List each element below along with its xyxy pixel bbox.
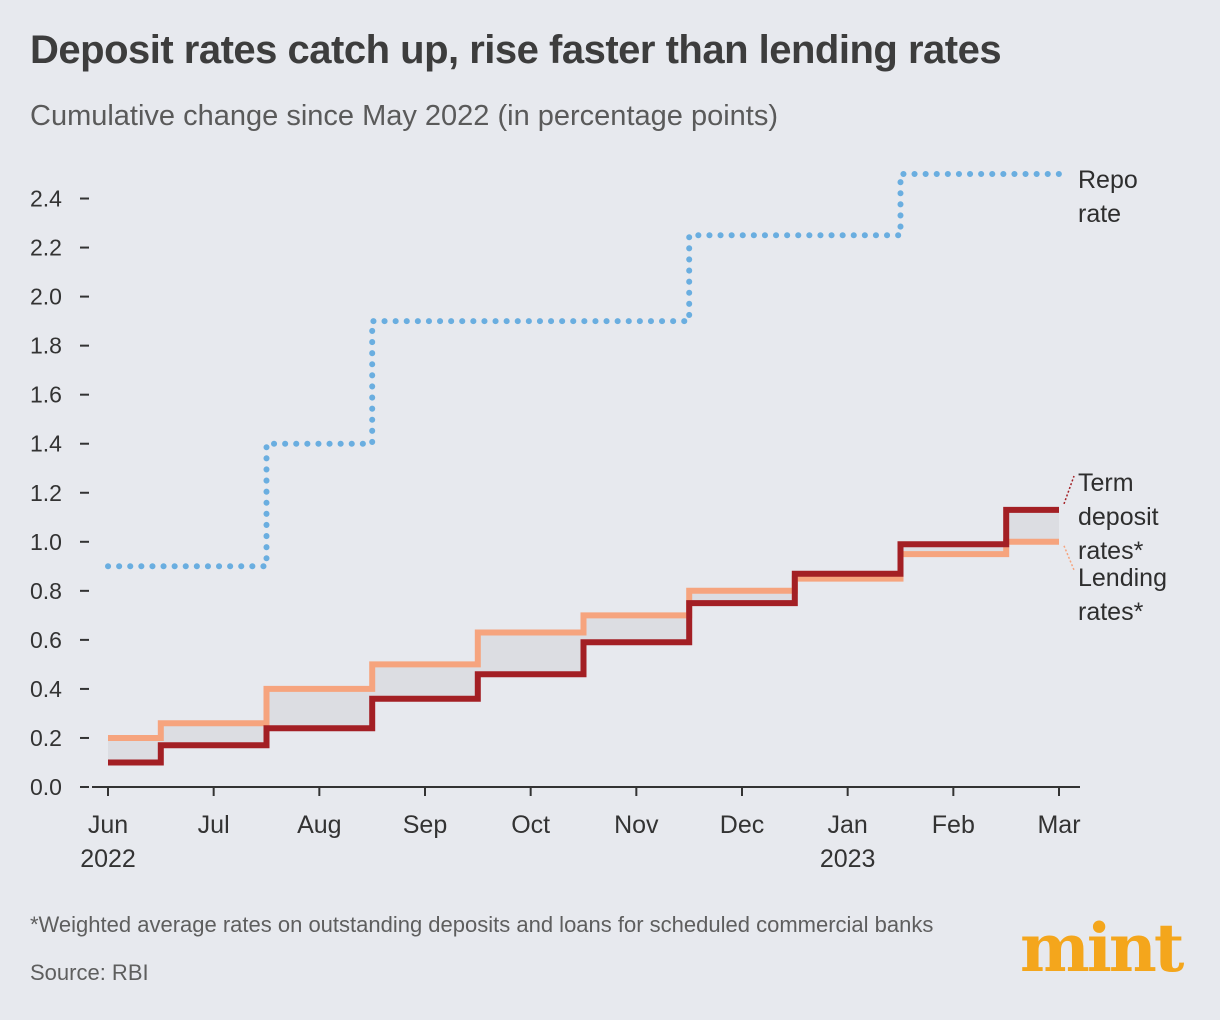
x-tick-label: Feb	[932, 811, 975, 839]
x-tick-label: Jul	[198, 811, 230, 839]
term-deposit-rates-line	[108, 506, 1059, 766]
x-tick-label: Dec	[720, 811, 764, 839]
series-labels: Repo rate Lending rates*Term deposit rates*	[1063, 166, 1167, 626]
chart-title: Deposit rates catch up, rise faster than…	[30, 28, 1002, 72]
x-tick-label: Jan	[828, 811, 868, 839]
gap-shading	[108, 509, 1059, 763]
repo-rate-label: Repo rate	[1078, 166, 1138, 228]
footnote: *Weighted average rates on outstanding d…	[30, 912, 934, 937]
x-tick-label: Sep	[403, 811, 447, 839]
series-lines	[105, 171, 1062, 766]
mint-logo: mint	[1020, 909, 1184, 987]
y-tick-label: 1.0	[30, 529, 62, 555]
step-line-chart: 0.0 0.2 0.4 0.6 0.8 1.0 1.2 1.4 1.6 1.8 2.0 2.2 2.4 J…	[30, 166, 1167, 873]
shaded-gap-area	[108, 509, 1059, 763]
x-tick-label: Oct	[511, 811, 550, 839]
lending-leader-line	[1063, 545, 1075, 571]
axes: 0.0 0.2 0.4 0.6 0.8 1.0 1.2 1.4 1.6 1.8 2.0 2.2 2.4 J…	[30, 186, 1081, 873]
repo-rate-line	[105, 171, 1062, 570]
y-tick-label: 0.0	[30, 774, 62, 800]
x-tick-label: Nov	[614, 811, 659, 839]
y-tick-label: 1.6	[30, 382, 62, 408]
y-tick-label: 0.4	[30, 676, 62, 702]
x-tick-label: Mar	[1037, 811, 1080, 839]
y-tick-label: 0.8	[30, 578, 62, 604]
x-tick-label: Aug	[297, 811, 341, 839]
x-tick-label: 2023	[820, 845, 876, 873]
y-tick-label: 1.2	[30, 480, 62, 506]
y-tick-label: 2.0	[30, 284, 62, 310]
y-tick-label: 0.6	[30, 627, 62, 653]
lending-rates-label: Lending rates*	[1078, 564, 1167, 626]
y-tick-label: 2.2	[30, 235, 62, 261]
term-deposit-rates-label: Term deposit rates*	[1078, 469, 1159, 565]
y-tick-label: 0.2	[30, 725, 62, 751]
chart-subtitle: Cumulative change since May 2022 (in per…	[30, 100, 778, 132]
y-tick-label: 1.4	[30, 431, 62, 457]
deposit-leader-line	[1063, 475, 1075, 505]
y-tick-label: 1.8	[30, 333, 62, 359]
x-tick-label: 2022	[80, 845, 136, 873]
x-tick-label: Jun	[88, 811, 128, 839]
source-note: Source: RBI	[30, 960, 149, 985]
y-tick-label: 2.4	[30, 186, 62, 212]
